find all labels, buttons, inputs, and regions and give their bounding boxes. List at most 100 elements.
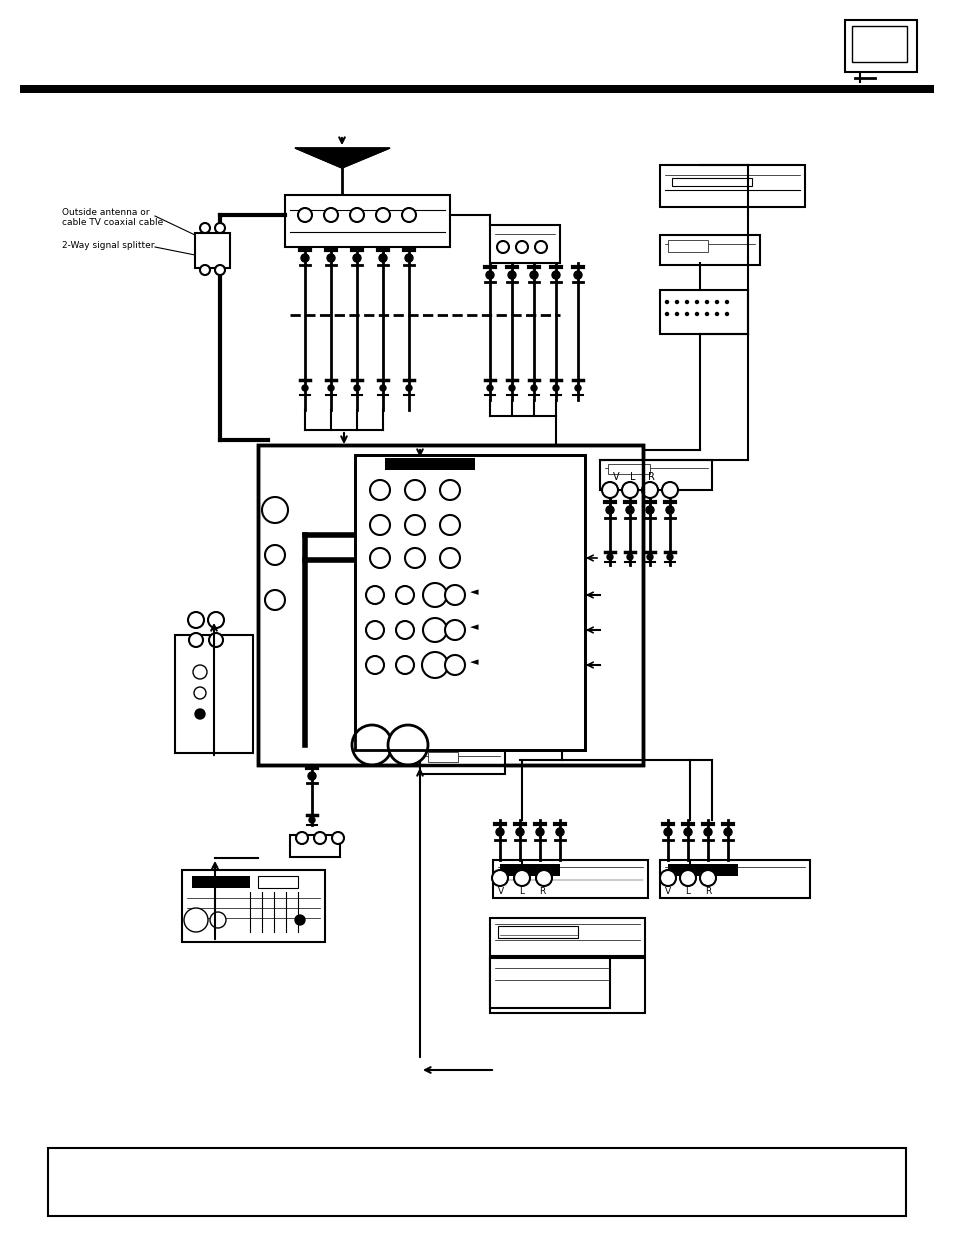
Circle shape	[405, 254, 413, 262]
Circle shape	[378, 254, 387, 262]
Circle shape	[516, 827, 523, 836]
Circle shape	[715, 300, 718, 304]
Circle shape	[536, 869, 552, 885]
Text: ◄: ◄	[470, 657, 478, 667]
Bar	[659, 290, 747, 333]
Circle shape	[214, 224, 225, 233]
Circle shape	[605, 506, 614, 514]
Text: 2-Way signal splitter: 2-Way signal splitter	[62, 241, 154, 249]
Circle shape	[370, 548, 390, 568]
Circle shape	[208, 613, 224, 629]
Circle shape	[350, 207, 364, 222]
Circle shape	[536, 827, 543, 836]
Bar	[607, 464, 649, 474]
Bar	[851, 26, 906, 62]
Bar	[667, 864, 738, 876]
Circle shape	[265, 545, 285, 564]
Circle shape	[666, 555, 672, 559]
Bar	[659, 860, 809, 898]
Circle shape	[328, 385, 334, 391]
Circle shape	[575, 385, 580, 391]
Circle shape	[497, 241, 509, 253]
Bar	[355, 454, 584, 750]
Circle shape	[675, 312, 678, 315]
Circle shape	[645, 506, 654, 514]
Bar	[290, 835, 339, 857]
Circle shape	[439, 548, 459, 568]
Circle shape	[703, 827, 711, 836]
Circle shape	[395, 656, 414, 674]
Bar	[490, 918, 644, 956]
Circle shape	[262, 496, 288, 522]
Circle shape	[214, 266, 225, 275]
Text: V: V	[497, 887, 503, 895]
Circle shape	[507, 270, 516, 279]
Circle shape	[375, 207, 390, 222]
Circle shape	[486, 385, 493, 391]
Circle shape	[405, 480, 424, 500]
Circle shape	[553, 385, 558, 391]
Circle shape	[661, 482, 678, 498]
Circle shape	[516, 241, 527, 253]
Polygon shape	[294, 148, 390, 168]
Circle shape	[695, 300, 698, 304]
Circle shape	[679, 869, 696, 885]
Circle shape	[354, 385, 359, 391]
Bar	[490, 958, 609, 1008]
Circle shape	[426, 621, 443, 638]
Circle shape	[309, 818, 314, 823]
Circle shape	[395, 585, 414, 604]
Bar	[844, 20, 916, 72]
Circle shape	[530, 270, 537, 279]
Bar	[355, 454, 584, 750]
Circle shape	[379, 385, 386, 391]
Circle shape	[641, 482, 658, 498]
Circle shape	[301, 254, 309, 262]
Circle shape	[405, 515, 424, 535]
Text: ◄: ◄	[470, 622, 478, 632]
Circle shape	[496, 827, 503, 836]
Text: cable TV coaxial cable: cable TV coaxial cable	[62, 217, 163, 226]
Circle shape	[210, 911, 226, 927]
Circle shape	[314, 832, 326, 844]
Bar	[257, 445, 642, 764]
Bar	[671, 178, 751, 186]
Circle shape	[665, 300, 668, 304]
Circle shape	[405, 548, 424, 568]
Circle shape	[332, 832, 344, 844]
Circle shape	[556, 827, 563, 836]
Bar	[493, 860, 647, 898]
Text: Outside antenna or: Outside antenna or	[62, 207, 150, 216]
Circle shape	[724, 300, 728, 304]
Circle shape	[509, 385, 515, 391]
Text: L: L	[629, 472, 635, 482]
Bar	[499, 864, 559, 876]
Circle shape	[366, 585, 384, 604]
Circle shape	[695, 312, 698, 315]
Circle shape	[194, 709, 205, 719]
Bar	[419, 748, 504, 774]
Polygon shape	[294, 148, 390, 168]
Circle shape	[297, 207, 312, 222]
Circle shape	[626, 555, 633, 559]
Circle shape	[685, 312, 688, 315]
Circle shape	[646, 555, 652, 559]
Circle shape	[327, 254, 335, 262]
Circle shape	[531, 385, 537, 391]
Text: R: R	[538, 887, 545, 895]
Bar	[428, 752, 457, 762]
Circle shape	[665, 312, 668, 315]
Bar	[20, 85, 933, 93]
Bar	[285, 195, 450, 247]
Circle shape	[366, 621, 384, 638]
Circle shape	[705, 300, 708, 304]
Circle shape	[715, 312, 718, 315]
Circle shape	[388, 725, 428, 764]
Circle shape	[675, 300, 678, 304]
Text: ◄: ◄	[470, 587, 478, 597]
Bar	[257, 876, 297, 888]
Text: V: V	[613, 472, 619, 482]
Circle shape	[184, 908, 208, 932]
Circle shape	[444, 620, 464, 640]
Bar	[659, 165, 804, 207]
